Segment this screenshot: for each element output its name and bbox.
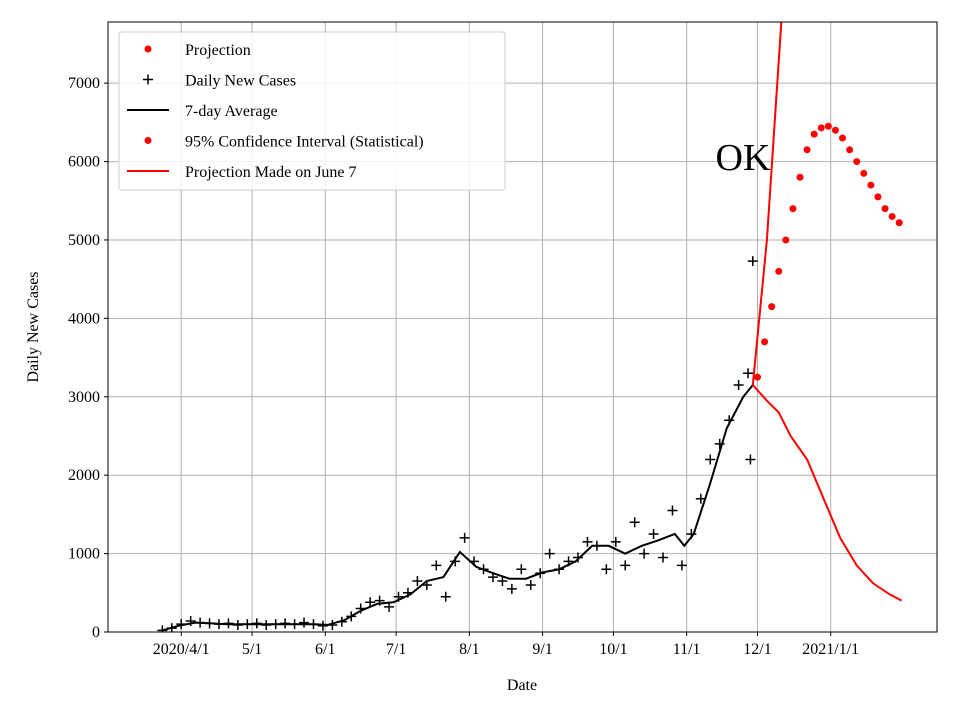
y-tick-label: 5000 bbox=[68, 232, 100, 249]
point bbox=[747, 256, 758, 267]
point bbox=[846, 146, 854, 154]
point bbox=[803, 146, 811, 154]
point bbox=[299, 617, 310, 628]
point bbox=[733, 380, 744, 391]
point bbox=[761, 338, 769, 346]
point bbox=[874, 193, 882, 201]
point bbox=[497, 576, 508, 587]
series-line bbox=[162, 384, 754, 632]
y-tick-label: 6000 bbox=[68, 154, 100, 171]
point bbox=[824, 122, 832, 130]
point bbox=[768, 303, 776, 311]
annotation: OK bbox=[716, 137, 771, 179]
legend-label: Daily New Cases bbox=[185, 73, 296, 90]
point bbox=[895, 219, 903, 227]
point bbox=[639, 548, 650, 559]
y-axis-label: Daily New Cases bbox=[25, 271, 42, 382]
point bbox=[412, 576, 423, 587]
legend: Projection Daily New Cases 7-day Average 95… bbox=[118, 31, 506, 191]
x-tick-label: 12/1 bbox=[743, 641, 771, 658]
y-tick-label: 7000 bbox=[68, 75, 100, 92]
point bbox=[620, 560, 631, 571]
point bbox=[831, 126, 839, 134]
point bbox=[601, 564, 612, 575]
point bbox=[431, 560, 442, 571]
point bbox=[810, 130, 818, 138]
point bbox=[775, 267, 783, 275]
point bbox=[573, 552, 584, 563]
point bbox=[676, 560, 687, 571]
legend-label: 95% Confidence Interval (Statistical) bbox=[185, 134, 424, 151]
series-line-upper bbox=[751, 22, 783, 386]
x-tick-label: 10/1 bbox=[599, 641, 627, 658]
point bbox=[860, 169, 868, 177]
point bbox=[440, 591, 451, 602]
point bbox=[516, 564, 527, 575]
point bbox=[789, 205, 797, 213]
x-tick-label: 11/1 bbox=[673, 641, 701, 658]
x-tick-label: 2020/4/1 bbox=[153, 641, 210, 658]
y-tick-label: 4000 bbox=[68, 310, 100, 327]
point bbox=[817, 124, 825, 132]
point bbox=[459, 532, 470, 543]
x-tick-label: 5/1 bbox=[242, 641, 262, 658]
point bbox=[754, 373, 762, 381]
legend-swatch bbox=[143, 74, 153, 85]
point bbox=[582, 536, 593, 547]
point bbox=[658, 552, 669, 563]
y-tick-label: 3000 bbox=[68, 389, 100, 406]
y-tick-label: 0 bbox=[92, 624, 100, 641]
legend-label: Projection bbox=[185, 42, 251, 59]
y-tick-label: 1000 bbox=[68, 546, 100, 563]
point bbox=[544, 548, 555, 559]
point bbox=[667, 505, 678, 516]
y-tick-label: 2000 bbox=[68, 467, 100, 484]
point bbox=[745, 454, 756, 465]
legend-box bbox=[118, 31, 506, 191]
point bbox=[782, 236, 790, 244]
legend-label: 7-day Average bbox=[185, 103, 278, 120]
x-tick-label: 8/1 bbox=[459, 641, 479, 658]
legend-swatch bbox=[144, 137, 152, 144]
point bbox=[525, 579, 536, 590]
x-tick-label: 9/1 bbox=[532, 641, 552, 658]
point bbox=[705, 454, 716, 465]
point bbox=[743, 368, 754, 379]
point bbox=[867, 181, 875, 189]
axes: 0 1000 2000 3000 4000 5000 6000 7000 2020/4/1 5/1… bbox=[68, 75, 859, 658]
point bbox=[881, 205, 889, 213]
point bbox=[796, 173, 804, 181]
point bbox=[506, 583, 517, 594]
point bbox=[610, 536, 621, 547]
point bbox=[365, 597, 376, 608]
point bbox=[629, 517, 640, 528]
legend-label: Projection Made on June 7 bbox=[185, 164, 357, 181]
axes-frame bbox=[107, 21, 938, 633]
x-tick-label: 2021/1/1 bbox=[802, 641, 859, 658]
x-tick-label: 6/1 bbox=[315, 641, 335, 658]
point bbox=[839, 134, 847, 142]
series-line bbox=[752, 384, 903, 602]
point bbox=[888, 212, 896, 220]
x-tick-label: 7/1 bbox=[386, 641, 406, 658]
x-axis-label: Date bbox=[507, 677, 537, 694]
plot-area bbox=[157, 22, 903, 632]
point bbox=[648, 528, 659, 539]
point bbox=[853, 158, 861, 166]
legend-swatch bbox=[144, 45, 152, 53]
